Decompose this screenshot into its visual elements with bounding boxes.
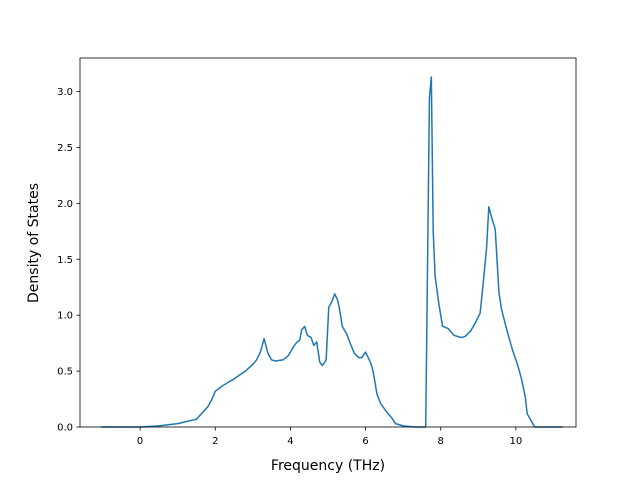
x-tick-label: 4 <box>287 436 293 447</box>
x-tick-label: 0 <box>137 436 143 447</box>
y-tick-label: 1.0 <box>57 311 73 322</box>
x-axis-label: Frequency (THz) <box>271 458 385 474</box>
dos-series-line <box>100 76 563 428</box>
plot-frame <box>79 57 577 428</box>
x-tick-label: 10 <box>510 436 523 447</box>
x-tick-label: 6 <box>362 436 368 447</box>
y-tick-label: 1.5 <box>57 255 73 266</box>
y-tick-label: 0.5 <box>57 367 73 378</box>
y-axis-label: Density of States <box>26 183 42 303</box>
x-tick-label: 2 <box>212 436 218 447</box>
y-tick-label: 2.0 <box>57 199 73 210</box>
y-tick-label: 3.0 <box>57 87 73 98</box>
y-tick-label: 0.0 <box>57 423 73 434</box>
y-tick-label: 2.5 <box>57 143 73 154</box>
plot-area: 0 2 4 6 8 10 0.0 0.5 1.0 1.5 2.0 2.5 3.0 <box>57 57 577 447</box>
x-tick-label: 8 <box>438 436 444 447</box>
